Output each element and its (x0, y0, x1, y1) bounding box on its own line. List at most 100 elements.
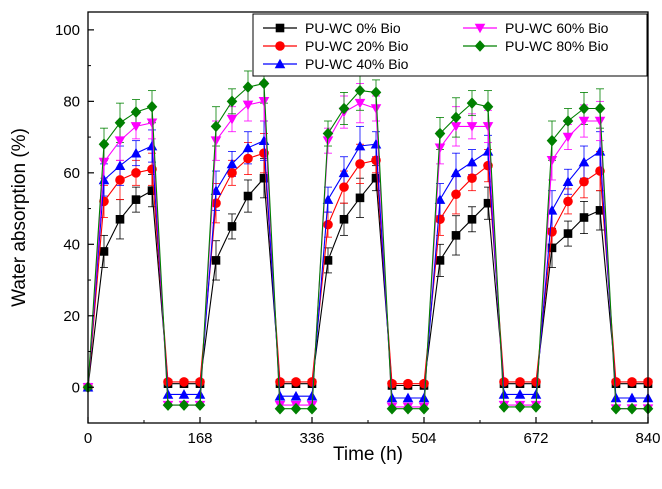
data-point (226, 158, 238, 169)
data-point (355, 193, 365, 203)
legend-item: PU-WC 60% Bio (463, 20, 609, 36)
data-point (227, 222, 237, 231)
data-point (450, 167, 462, 178)
data-point (402, 392, 414, 403)
legend-label: PU-WC 20% Bio (305, 38, 409, 54)
data-point (546, 134, 558, 147)
data-point (146, 100, 158, 113)
x-tick-label: 0 (84, 430, 92, 447)
data-point (514, 389, 526, 399)
data-point (467, 214, 477, 224)
data-point (162, 389, 174, 399)
data-point (546, 205, 558, 215)
data-point (210, 136, 222, 146)
legend-label: PU-WC 0% Bio (305, 20, 401, 36)
data-point (178, 399, 190, 411)
data-point (242, 100, 254, 111)
data-point (307, 377, 317, 387)
series-4 (82, 77, 654, 415)
data-point (627, 377, 637, 387)
legend-label: PU-WC 40% Bio (305, 56, 409, 72)
data-point (339, 182, 349, 192)
data-point (386, 402, 398, 415)
data-point (562, 132, 574, 143)
data-point (242, 142, 254, 153)
legend-item: PU-WC 40% Bio (263, 56, 409, 72)
data-point (130, 147, 142, 158)
data-point (546, 156, 558, 166)
data-point (562, 176, 574, 187)
data-point (306, 402, 318, 415)
data-point (530, 389, 542, 399)
data-point (578, 102, 590, 115)
data-point (146, 140, 158, 151)
data-point (211, 256, 221, 265)
legend-marker (474, 23, 486, 34)
data-point (194, 389, 206, 399)
data-point (611, 377, 621, 387)
y-tick-label: 80 (63, 93, 80, 110)
data-point (435, 214, 445, 225)
y-tick-label: 0 (72, 379, 80, 396)
data-point (98, 138, 110, 151)
y-tick-label: 60 (63, 165, 80, 182)
data-point (578, 116, 590, 127)
data-point (498, 401, 510, 413)
data-point (243, 153, 253, 164)
x-tick-label: 168 (187, 430, 212, 447)
data-point (482, 122, 494, 132)
data-point (547, 243, 557, 253)
data-point (434, 127, 446, 140)
data-point (434, 194, 446, 204)
legend-label: PU-WC 80% Bio (505, 38, 609, 54)
y-tick-label: 20 (63, 308, 80, 325)
data-point (371, 173, 381, 183)
data-point (290, 402, 302, 415)
data-point (435, 256, 445, 265)
legend-marker (274, 58, 286, 69)
data-point (626, 392, 638, 403)
data-point (450, 122, 462, 132)
data-point (418, 402, 430, 415)
data-point (451, 189, 461, 200)
data-point (115, 175, 125, 185)
data-point (578, 156, 590, 167)
data-point (531, 377, 541, 387)
data-point (450, 111, 462, 124)
data-point (594, 146, 606, 156)
x-tick-label: 672 (523, 430, 548, 447)
y-tick-label: 100 (55, 22, 80, 39)
data-point (211, 198, 221, 209)
x-tick-label: 504 (411, 430, 436, 447)
data-point (370, 86, 382, 99)
data-point (290, 390, 302, 401)
data-point (562, 115, 574, 127)
data-point (354, 98, 366, 109)
data-point (419, 378, 429, 389)
legend-box (252, 13, 648, 77)
data-point (114, 160, 126, 170)
data-point (338, 102, 350, 115)
data-point (162, 399, 174, 411)
data-point (466, 122, 478, 132)
data-point (579, 213, 589, 222)
x-tick-label: 840 (635, 430, 660, 447)
data-point (515, 377, 525, 387)
data-point (130, 106, 142, 118)
x-tick-label: 336 (299, 430, 324, 447)
data-point (370, 138, 382, 149)
data-point (466, 97, 478, 109)
data-point (258, 77, 270, 90)
data-point (594, 116, 606, 127)
legend-item: PU-WC 80% Bio (463, 38, 609, 54)
data-point (322, 194, 334, 204)
data-point (626, 402, 638, 415)
data-point (194, 399, 206, 411)
legend-item: PU-WC 0% Bio (263, 20, 401, 36)
data-point (355, 159, 365, 169)
data-point (259, 173, 269, 183)
data-point (483, 198, 493, 208)
data-point (451, 231, 461, 240)
data-point (210, 120, 222, 133)
data-point (482, 146, 494, 156)
